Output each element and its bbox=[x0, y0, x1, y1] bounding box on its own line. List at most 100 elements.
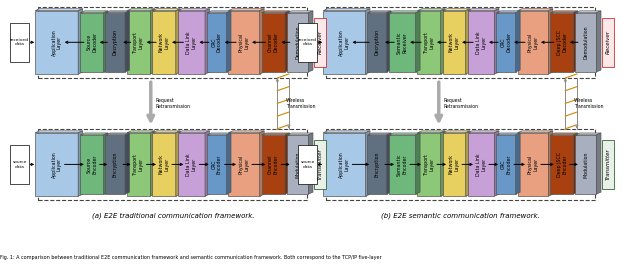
Polygon shape bbox=[550, 13, 573, 72]
Polygon shape bbox=[287, 13, 308, 72]
FancyBboxPatch shape bbox=[602, 18, 614, 67]
Polygon shape bbox=[388, 13, 415, 72]
Polygon shape bbox=[104, 133, 108, 194]
Polygon shape bbox=[308, 11, 313, 72]
Polygon shape bbox=[35, 131, 83, 133]
Polygon shape bbox=[550, 135, 573, 194]
Polygon shape bbox=[323, 133, 365, 196]
Text: Modulation: Modulation bbox=[584, 151, 588, 178]
Text: Data Link
Layer: Data Link Layer bbox=[186, 153, 196, 176]
Polygon shape bbox=[365, 131, 370, 196]
Polygon shape bbox=[497, 13, 516, 72]
Polygon shape bbox=[207, 135, 227, 194]
Text: Network
Layer: Network Layer bbox=[159, 32, 169, 52]
Polygon shape bbox=[152, 11, 176, 74]
Text: Application
Layer: Application Layer bbox=[51, 29, 62, 56]
Polygon shape bbox=[228, 9, 264, 11]
Polygon shape bbox=[260, 131, 264, 196]
Polygon shape bbox=[106, 11, 129, 13]
Polygon shape bbox=[518, 11, 548, 74]
Text: CRC
Decoder: CRC Decoder bbox=[212, 32, 222, 52]
Text: Encryption: Encryption bbox=[374, 152, 380, 177]
Polygon shape bbox=[550, 11, 578, 13]
Polygon shape bbox=[262, 135, 285, 194]
Polygon shape bbox=[78, 9, 83, 74]
Polygon shape bbox=[388, 11, 420, 13]
Polygon shape bbox=[176, 9, 180, 74]
Polygon shape bbox=[466, 9, 470, 74]
Polygon shape bbox=[178, 11, 205, 74]
Polygon shape bbox=[468, 133, 495, 196]
Polygon shape bbox=[150, 9, 155, 74]
Polygon shape bbox=[415, 11, 420, 72]
Text: Data Link
Layer: Data Link Layer bbox=[186, 31, 196, 54]
Text: Transmitter: Transmitter bbox=[605, 148, 611, 180]
Polygon shape bbox=[127, 133, 150, 196]
Polygon shape bbox=[417, 11, 440, 74]
Polygon shape bbox=[387, 11, 391, 72]
Polygon shape bbox=[466, 131, 470, 196]
Polygon shape bbox=[518, 9, 553, 11]
Polygon shape bbox=[35, 11, 78, 74]
Polygon shape bbox=[367, 13, 387, 72]
Text: Channel
Decoder: Channel Decoder bbox=[268, 32, 278, 52]
Polygon shape bbox=[262, 11, 289, 13]
Polygon shape bbox=[127, 11, 150, 74]
Polygon shape bbox=[468, 11, 495, 74]
Text: source
data: source data bbox=[12, 160, 27, 169]
Text: CRC
Encoder: CRC Encoder bbox=[501, 155, 511, 174]
Polygon shape bbox=[575, 13, 596, 72]
Polygon shape bbox=[518, 131, 553, 133]
Polygon shape bbox=[178, 131, 209, 133]
Polygon shape bbox=[440, 9, 445, 74]
Text: Demodulation: Demodulation bbox=[295, 25, 300, 59]
Text: Transmitter: Transmitter bbox=[317, 148, 323, 180]
Polygon shape bbox=[78, 131, 83, 196]
Polygon shape bbox=[228, 131, 264, 133]
Polygon shape bbox=[388, 133, 420, 135]
Polygon shape bbox=[518, 133, 548, 196]
Text: Encryption: Encryption bbox=[113, 152, 118, 177]
Polygon shape bbox=[548, 9, 553, 74]
Text: Physical
Layer: Physical Layer bbox=[528, 155, 538, 174]
Polygon shape bbox=[323, 11, 365, 74]
Polygon shape bbox=[468, 9, 499, 11]
Polygon shape bbox=[35, 133, 78, 196]
FancyBboxPatch shape bbox=[314, 140, 326, 189]
Polygon shape bbox=[308, 133, 313, 194]
FancyBboxPatch shape bbox=[298, 145, 317, 184]
Polygon shape bbox=[150, 131, 155, 196]
FancyBboxPatch shape bbox=[298, 23, 317, 62]
Polygon shape bbox=[152, 133, 176, 196]
Text: Modulation: Modulation bbox=[295, 151, 300, 178]
Text: Network
Layer: Network Layer bbox=[449, 154, 460, 174]
Polygon shape bbox=[417, 133, 440, 196]
Polygon shape bbox=[575, 11, 601, 13]
Polygon shape bbox=[106, 13, 125, 72]
Polygon shape bbox=[573, 11, 578, 72]
Text: source
data: source data bbox=[300, 160, 315, 169]
Text: Physical
Layer: Physical Layer bbox=[528, 33, 538, 52]
Polygon shape bbox=[125, 11, 129, 72]
Text: Application
Layer: Application Layer bbox=[339, 151, 349, 178]
Polygon shape bbox=[106, 133, 129, 135]
Polygon shape bbox=[548, 131, 553, 196]
Polygon shape bbox=[468, 131, 499, 133]
Polygon shape bbox=[287, 11, 313, 13]
Text: Semantic
Receiver: Semantic Receiver bbox=[397, 31, 407, 54]
Text: (a) E2E traditional communication framework.: (a) E2E traditional communication framew… bbox=[92, 212, 254, 219]
Text: Wireless
Transmission: Wireless Transmission bbox=[286, 98, 316, 109]
Polygon shape bbox=[440, 131, 445, 196]
FancyBboxPatch shape bbox=[314, 18, 326, 67]
Polygon shape bbox=[415, 133, 420, 194]
Polygon shape bbox=[550, 133, 578, 135]
Text: Decryption: Decryption bbox=[374, 29, 380, 55]
Polygon shape bbox=[516, 133, 520, 194]
Polygon shape bbox=[285, 133, 289, 194]
Polygon shape bbox=[417, 131, 445, 133]
Text: Receiver: Receiver bbox=[317, 30, 323, 54]
Polygon shape bbox=[207, 133, 231, 135]
Polygon shape bbox=[178, 133, 205, 196]
Polygon shape bbox=[365, 9, 370, 74]
Polygon shape bbox=[497, 133, 520, 135]
